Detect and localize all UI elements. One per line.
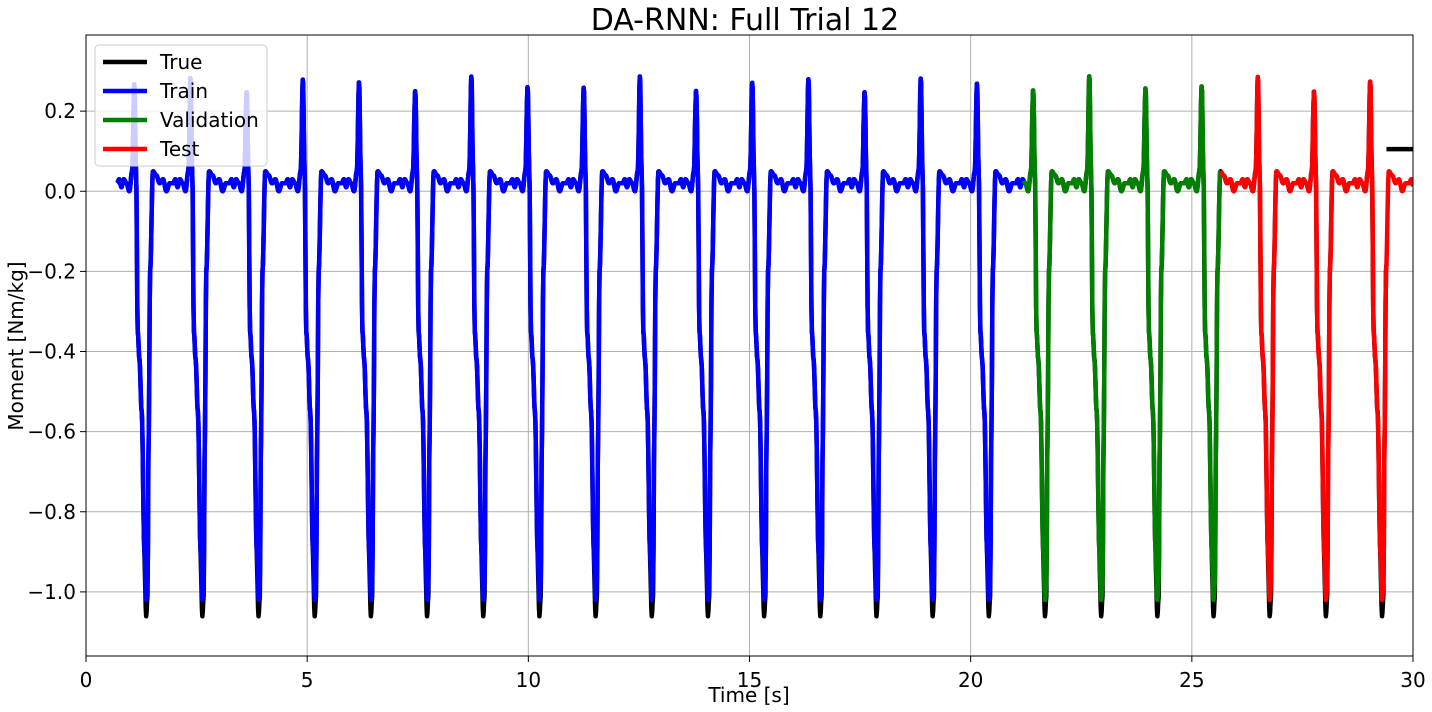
series-layer [115,74,1413,619]
legend-label: True [159,50,202,74]
legend-label: Train [159,79,208,103]
x-axis-label: Time [s] [707,683,789,707]
x-tick-label: 30 [1400,668,1425,692]
y-axis-label: Moment [Nm/kg] [4,261,28,430]
tick-layer: 0 5 10 15 20 25 30 0.2 0.0 −0.2 −0.4 −0.6 −0.8 −1.0 [27,99,1425,692]
y-tick-label: −0.2 [27,259,76,283]
legend-label: Validation [160,108,259,132]
series-line-validation [1021,74,1223,603]
y-tick-label: −0.8 [27,500,76,524]
x-tick-label: 0 [80,668,93,692]
x-tick-label: 25 [1179,668,1204,692]
chart-title: DA-RNN: Full Trial 12 [591,3,899,38]
series-line-train [115,74,1026,603]
y-tick-label: −1.0 [27,580,76,604]
legend-box [94,44,268,167]
y-tick-label: −0.4 [27,340,76,364]
legend: True Train Validation Test [94,44,268,167]
series-line-test [1218,74,1413,603]
y-tick-label: 0.0 [44,179,76,203]
y-tick-label: 0.2 [44,99,76,123]
x-tick-label: 15 [737,668,762,692]
x-tick-label: 5 [301,668,314,692]
y-tick-label: −0.6 [27,420,76,444]
x-tick-label: 10 [516,668,541,692]
legend-label: Test [159,137,200,161]
x-tick-label: 20 [958,668,983,692]
